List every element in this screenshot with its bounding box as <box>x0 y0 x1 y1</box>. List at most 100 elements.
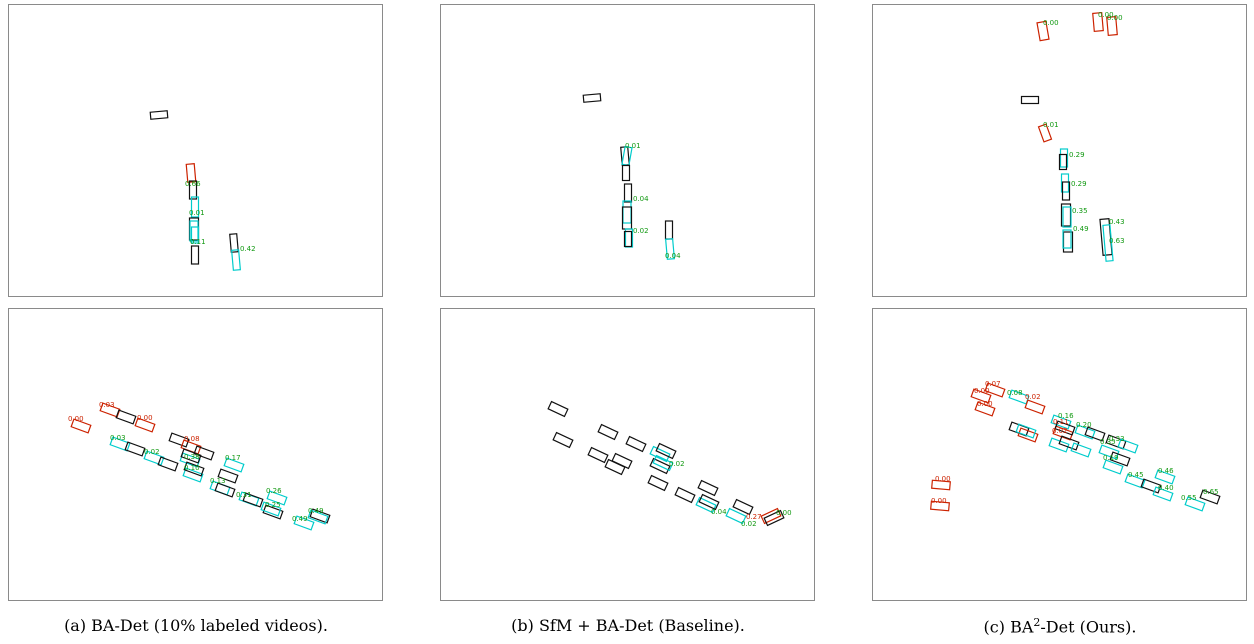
gt-box <box>190 245 200 265</box>
fp-box <box>930 500 950 512</box>
pred-box <box>664 238 676 260</box>
score-label: 0.16 <box>1058 412 1074 420</box>
fp-box <box>970 388 992 404</box>
score-label: 0.31 <box>236 491 252 499</box>
bev-plot-b-bottom: 0.02 0.04 0.02 0.00 0.27 <box>547 400 792 528</box>
score-label: 0.66 <box>185 180 201 188</box>
gt-box <box>262 504 284 520</box>
gt-box <box>1058 435 1080 451</box>
score-label: 0.13 <box>210 477 226 485</box>
pred-box <box>621 145 633 167</box>
score-label: 0.04 <box>711 508 727 516</box>
score-label: 0.43 <box>1109 218 1125 226</box>
score-label: 0.49 <box>292 515 308 523</box>
gt-box <box>655 442 677 460</box>
gt-box <box>698 493 720 511</box>
score-label: 0.10 <box>184 464 200 472</box>
pred-box <box>1102 459 1124 475</box>
gt-box <box>149 110 169 120</box>
gt-box <box>183 461 205 477</box>
score-label: 0.20 <box>1076 421 1092 429</box>
score-label: 0.00 <box>68 415 84 423</box>
gt-box <box>1054 420 1076 436</box>
panel-c-bottom: 0.07 0.00 0.00 0.08 0.02 0.11 0.02 0.16 0.20 0.33… <box>872 308 1247 601</box>
score-label: 0.42 <box>240 245 256 253</box>
panel-b-top: 0.01 0.04 0.02 0.04 <box>440 4 815 297</box>
gt-box <box>229 233 239 253</box>
score-label: 0.02 <box>633 227 649 235</box>
gt-box <box>1020 95 1040 105</box>
caption-c-suffix: -Det (Ours). <box>1040 617 1137 637</box>
fp-box <box>931 479 951 491</box>
score-label: 0.02 <box>1052 427 1068 435</box>
score-label: 0.46 <box>1158 467 1174 475</box>
pred-box <box>266 490 288 506</box>
pred-box <box>307 509 329 525</box>
score-label: 0.01 <box>625 142 641 150</box>
pred-box <box>190 226 200 244</box>
score-label: 0.01 <box>1043 121 1059 129</box>
score-label: 0.35 <box>1072 207 1088 215</box>
score-label: 0.02 <box>741 520 757 528</box>
gt-box <box>1109 451 1131 467</box>
gt-box <box>214 482 236 498</box>
score-label: 0.19 <box>1103 454 1119 462</box>
score-label: 0.01 <box>189 209 205 217</box>
pred-box <box>1015 423 1037 439</box>
score-label: 0.11 <box>190 238 206 246</box>
score-label: 0.08 <box>1007 389 1023 397</box>
gt-box <box>587 446 609 464</box>
fp-box <box>134 417 156 433</box>
pred-box <box>293 515 315 531</box>
score-label: 0.27 <box>746 513 762 521</box>
score-label: 0.00 <box>977 400 993 408</box>
gt-box <box>217 468 239 484</box>
gt-box <box>1105 434 1127 450</box>
gt-box <box>582 93 602 103</box>
pred-box <box>1152 486 1174 502</box>
score-label: 0.38 <box>184 453 200 461</box>
pred-box <box>1117 438 1139 454</box>
caption-b: (b) SfM + BA-Det (Baseline). <box>478 616 778 635</box>
panel-b-bottom: 0.02 0.04 0.02 0.00 0.27 <box>440 308 815 601</box>
score-label: 0.49 <box>308 507 324 515</box>
caption-b-text: (b) SfM + BA-Det (Baseline). <box>511 616 745 635</box>
score-label: 0.07 <box>985 380 1001 388</box>
score-label: 0.02 <box>1025 393 1041 401</box>
gt-box <box>1058 153 1068 171</box>
gt-box <box>604 458 626 476</box>
score-label: 0.00 <box>935 475 951 483</box>
fp-box <box>1037 123 1053 143</box>
gt-box <box>180 448 202 464</box>
gt-box <box>625 435 647 453</box>
pred-box <box>1184 496 1206 512</box>
fp-box <box>70 418 92 434</box>
score-label: 0.00 <box>1107 14 1123 22</box>
pred-box <box>190 196 200 218</box>
score-label: 0.00 <box>1043 19 1059 27</box>
score-label: 0.02 <box>144 448 160 456</box>
score-label: 0.08 <box>184 435 200 443</box>
score-label: 0.49 <box>1073 225 1089 233</box>
score-label: 0.65 <box>1203 488 1219 496</box>
score-label: 0.04 <box>633 195 649 203</box>
caption-c-sup: 2 <box>1033 616 1041 629</box>
score-label: 0.29 <box>1069 151 1085 159</box>
gt-box <box>242 492 264 508</box>
gt-box <box>621 164 631 182</box>
gt-box <box>1199 489 1221 505</box>
caption-a: (a) BA-Det (10% labeled videos). <box>46 616 346 635</box>
pred-box <box>1062 206 1072 228</box>
score-label: 0.00 <box>776 509 792 517</box>
gt-box <box>664 220 674 240</box>
pred-box <box>1124 473 1146 489</box>
gt-box <box>309 508 331 524</box>
fp-box <box>1092 11 1104 33</box>
gt-box <box>1061 181 1071 201</box>
score-label: 0.11 <box>1053 418 1069 426</box>
gt-box <box>597 423 619 441</box>
bev-plot-a-top: 0.66 0.01 0.11 0.42 <box>149 110 256 271</box>
score-label: 0.26 <box>266 487 282 495</box>
pred-box <box>1098 444 1120 460</box>
bev-plot-a-bottom: 0.00 0.03 0.00 0.03 0.02 0.08 0.38 0.10 0.17 0.13… <box>68 401 331 531</box>
